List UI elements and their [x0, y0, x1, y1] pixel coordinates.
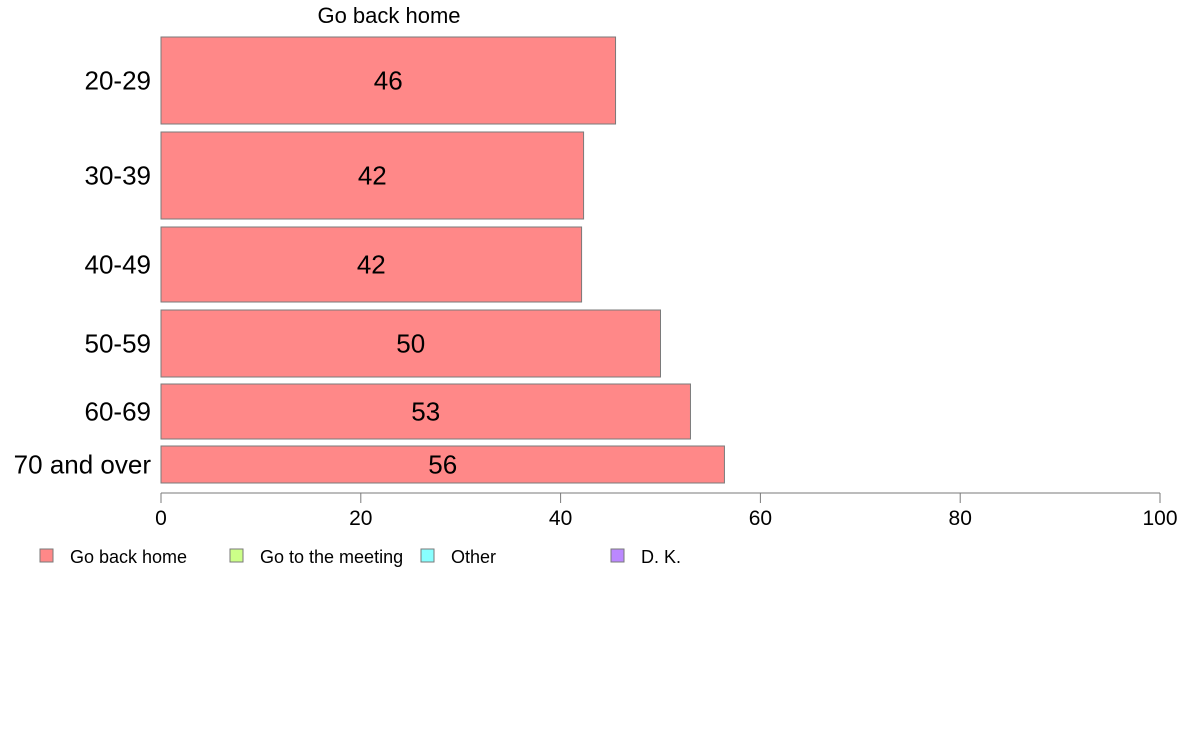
- category-label: 40-49: [85, 250, 152, 280]
- category-label: 50-59: [85, 329, 152, 359]
- category-label: 30-39: [85, 161, 152, 191]
- x-tick-label: 100: [1142, 507, 1177, 530]
- bar-value-label: 53: [411, 397, 440, 427]
- legend-label: Go to the meeting: [260, 547, 403, 567]
- bar: [160, 309, 661, 378]
- legend-swatch: [610, 548, 625, 563]
- legend-label: Go back home: [70, 547, 187, 567]
- bar: [160, 226, 583, 303]
- legend-swatch: [229, 548, 244, 563]
- panel-title: Go back home: [317, 3, 460, 28]
- legend-swatch: [39, 548, 54, 563]
- x-tick-label: 60: [749, 507, 772, 530]
- x-tick-label: 80: [949, 507, 972, 530]
- x-axis: 0 20 40 60 80 100: [155, 492, 1178, 530]
- legend-swatch: [420, 548, 435, 563]
- bar: [160, 131, 585, 220]
- category-label: 60-69: [85, 397, 152, 427]
- bar: [160, 383, 691, 440]
- legend-label: Other: [451, 547, 496, 567]
- legend-label: D. K.: [641, 547, 681, 567]
- bar: [160, 36, 617, 125]
- category-label: 70 and over: [14, 450, 152, 480]
- category-label: 20-29: [85, 66, 152, 96]
- bar: [160, 445, 725, 484]
- x-tick-label: 20: [349, 507, 372, 530]
- bars-group: 46 20-29 42 30-39 42 40-49 50 50-59 53 60-69 56 70 …: [14, 36, 725, 484]
- bar-value-label: 56: [428, 450, 457, 480]
- bar-value-label: 42: [357, 250, 386, 280]
- x-tick-label: 40: [549, 507, 572, 530]
- bar-value-label: 46: [374, 66, 403, 96]
- bar-value-label: 42: [358, 161, 387, 191]
- legend: Go back home Go to the meeting Other D. K.: [39, 547, 681, 567]
- bar-value-label: 50: [396, 329, 425, 359]
- x-tick-label: 0: [155, 507, 167, 530]
